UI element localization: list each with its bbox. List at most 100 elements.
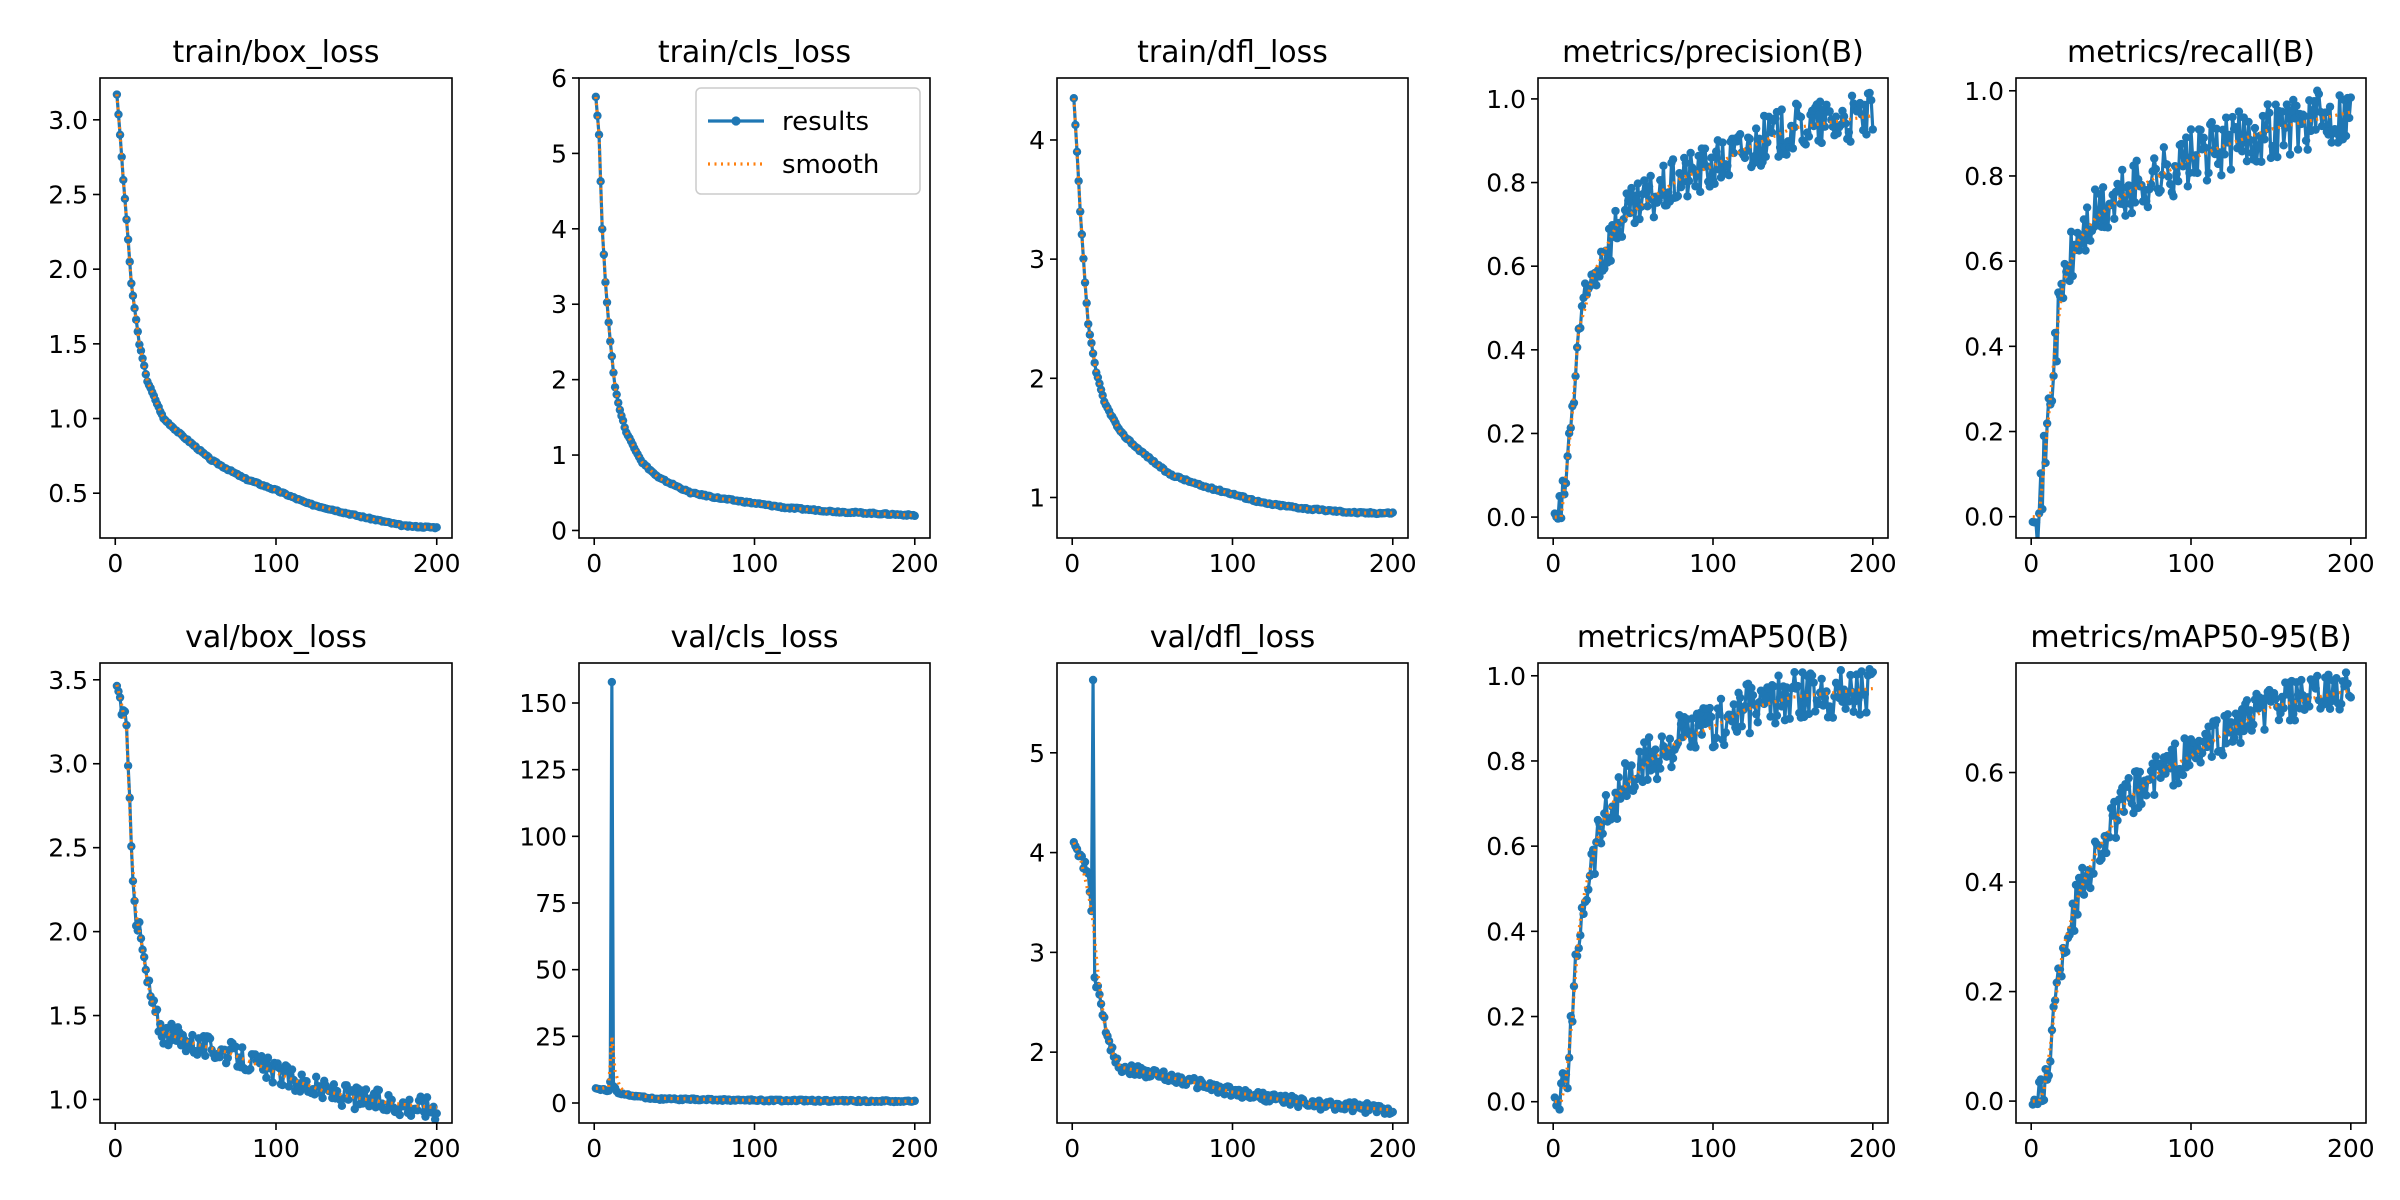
data-point [2277,107,2287,116]
data-point [1683,192,1692,201]
y-tick-label: 1.0 [1486,85,1526,114]
data-point [2245,706,2255,715]
series-smooth-line [1554,686,1873,1104]
data-point [2271,100,2280,109]
data-point [2114,183,2124,192]
data-point [2346,93,2356,102]
legend-label-results: results [782,107,869,137]
legend-box [695,87,921,195]
data-point [2151,164,2161,174]
data-point [2207,118,2216,127]
data-point [2150,154,2159,163]
data-point [1601,790,1611,800]
data-point [1566,423,1575,433]
data-point [201,1051,210,1060]
data-point [1630,782,1639,791]
data-point [2193,168,2202,178]
data-point [1707,153,1716,162]
y-tick-label: 3 [1029,938,1045,967]
data-point [1737,722,1746,731]
data-point [1865,88,1874,98]
y-tick-label: 3 [551,290,567,319]
data-point [1606,815,1615,824]
y-tick-label: 3.5 [48,666,88,695]
data-point [429,1102,438,1112]
plot-area [591,677,919,1107]
data-point [310,1090,319,1099]
chart-panel: metrics/mAP50-95(B) 0 100 200 0.0 0.2 0.4 0.6 [1964,620,2374,1163]
y-tick-label: 125 [519,756,567,785]
data-point [1809,678,1818,687]
data-point [1085,330,1095,339]
data-point [2130,198,2140,207]
data-point [1596,839,1606,848]
data-point [2231,123,2240,132]
data-point [130,896,139,906]
y-tick-label: 4 [1029,839,1045,868]
x-tick-label: 0 [2023,549,2039,578]
data-point [2137,799,2146,809]
data-point [215,1052,224,1062]
data-point [337,1101,347,1111]
y-tick-label: 0 [551,1089,567,1118]
data-point [2236,738,2245,748]
data-point [594,130,604,139]
data-point [2221,739,2231,748]
data-point [1801,140,1810,149]
data-point [1785,714,1794,723]
data-point [1831,112,1841,121]
data-point [2119,200,2129,209]
data-point [1691,743,1700,752]
data-point [128,876,138,886]
data-point [1657,732,1667,741]
data-point [2234,107,2244,116]
data-point [1819,701,1828,710]
data-point [1811,707,1820,716]
y-tick-label: 3.0 [48,750,88,779]
data-point [1220,1090,1229,1099]
data-point [1846,670,1855,680]
data-point [2036,1075,2045,1084]
data-point [1563,1084,1572,1093]
data-point [1069,94,1079,103]
data-point [2185,761,2194,770]
data-point [318,1093,327,1103]
data-point [2150,790,2159,800]
data-point [2041,458,2050,468]
y-tick-label: 1 [551,441,567,470]
data-point [2086,883,2095,893]
x-tick-label: 0 [1064,1134,1080,1163]
data-point [2303,145,2312,154]
data-point [1740,701,1750,711]
data-point [1772,711,1782,720]
series-smooth-line [115,94,437,530]
data-point [2237,147,2247,156]
data-point [1563,452,1572,461]
data-point [1836,666,1846,675]
x-tick-label: 100 [1689,549,1737,578]
data-point [2079,215,2089,224]
chart-title: train/dfl_loss [1137,35,1328,70]
data-point [387,1095,396,1105]
data-point [2228,112,2237,122]
series-results-line [1072,678,1394,1116]
y-tick-label: 0.5 [48,479,88,508]
data-point [2233,727,2242,736]
data-point [1707,712,1716,722]
data-point [344,1095,353,1104]
data-point [1702,162,1711,171]
data-point [2285,150,2295,159]
data-point [2236,140,2245,149]
data-point [2247,148,2256,158]
data-point [1696,187,1705,197]
data-point [1753,718,1762,727]
y-tick-label: 1.5 [48,330,88,359]
data-point [2281,123,2290,133]
data-point [117,152,126,162]
data-point [2263,100,2272,109]
data-point [1801,698,1810,707]
series-smooth-line [1072,98,1393,515]
data-point [1555,1105,1564,1114]
plot-area [1550,88,1878,523]
data-point [1691,182,1700,191]
